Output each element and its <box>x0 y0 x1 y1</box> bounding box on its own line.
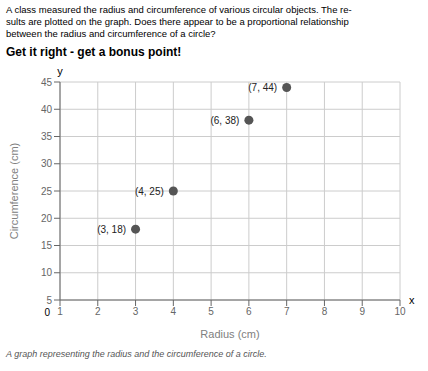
svg-text:(6, 38): (6, 38) <box>210 114 239 125</box>
svg-text:15: 15 <box>41 240 53 251</box>
svg-text:20: 20 <box>41 212 53 223</box>
svg-text:5: 5 <box>208 306 214 317</box>
svg-text:5: 5 <box>46 294 52 305</box>
svg-text:8: 8 <box>322 306 328 317</box>
html-text:A graph representing the radiu: A graph representing the radius and the … <box>6 348 267 359</box>
svg-text:Circumference (cm): Circumference (cm) <box>8 142 20 239</box>
svg-text:45: 45 <box>41 76 53 87</box>
svg-text:1: 1 <box>57 306 63 317</box>
svg-text:(7, 44): (7, 44) <box>248 82 277 93</box>
svg-text:40: 40 <box>41 103 53 114</box>
svg-text:0: 0 <box>44 307 50 318</box>
svg-text:(3, 18): (3, 18) <box>97 223 126 234</box>
svg-text:2: 2 <box>95 306 101 317</box>
svg-text:25: 25 <box>41 185 53 196</box>
svg-text:35: 35 <box>41 131 53 142</box>
svg-text:3: 3 <box>133 306 139 317</box>
svg-text:y: y <box>57 65 63 77</box>
html-text:Get it right - get a bonus poi: Get it right - get a bonus point! <box>6 44 182 59</box>
svg-text:7: 7 <box>284 306 290 317</box>
svg-text:6: 6 <box>246 306 252 317</box>
svg-text:10: 10 <box>394 306 406 317</box>
svg-text:4: 4 <box>171 306 177 317</box>
svg-text:x: x <box>409 294 415 306</box>
svg-text:9: 9 <box>359 306 365 317</box>
svg-text:10: 10 <box>41 267 53 278</box>
html-text:A class measured the radius an: A class measured the radius and circumfe… <box>6 4 352 39</box>
svg-text:(4, 25): (4, 25) <box>135 185 164 196</box>
svg-text:30: 30 <box>41 158 53 169</box>
svg-text:Radius (cm): Radius (cm) <box>200 328 259 340</box>
